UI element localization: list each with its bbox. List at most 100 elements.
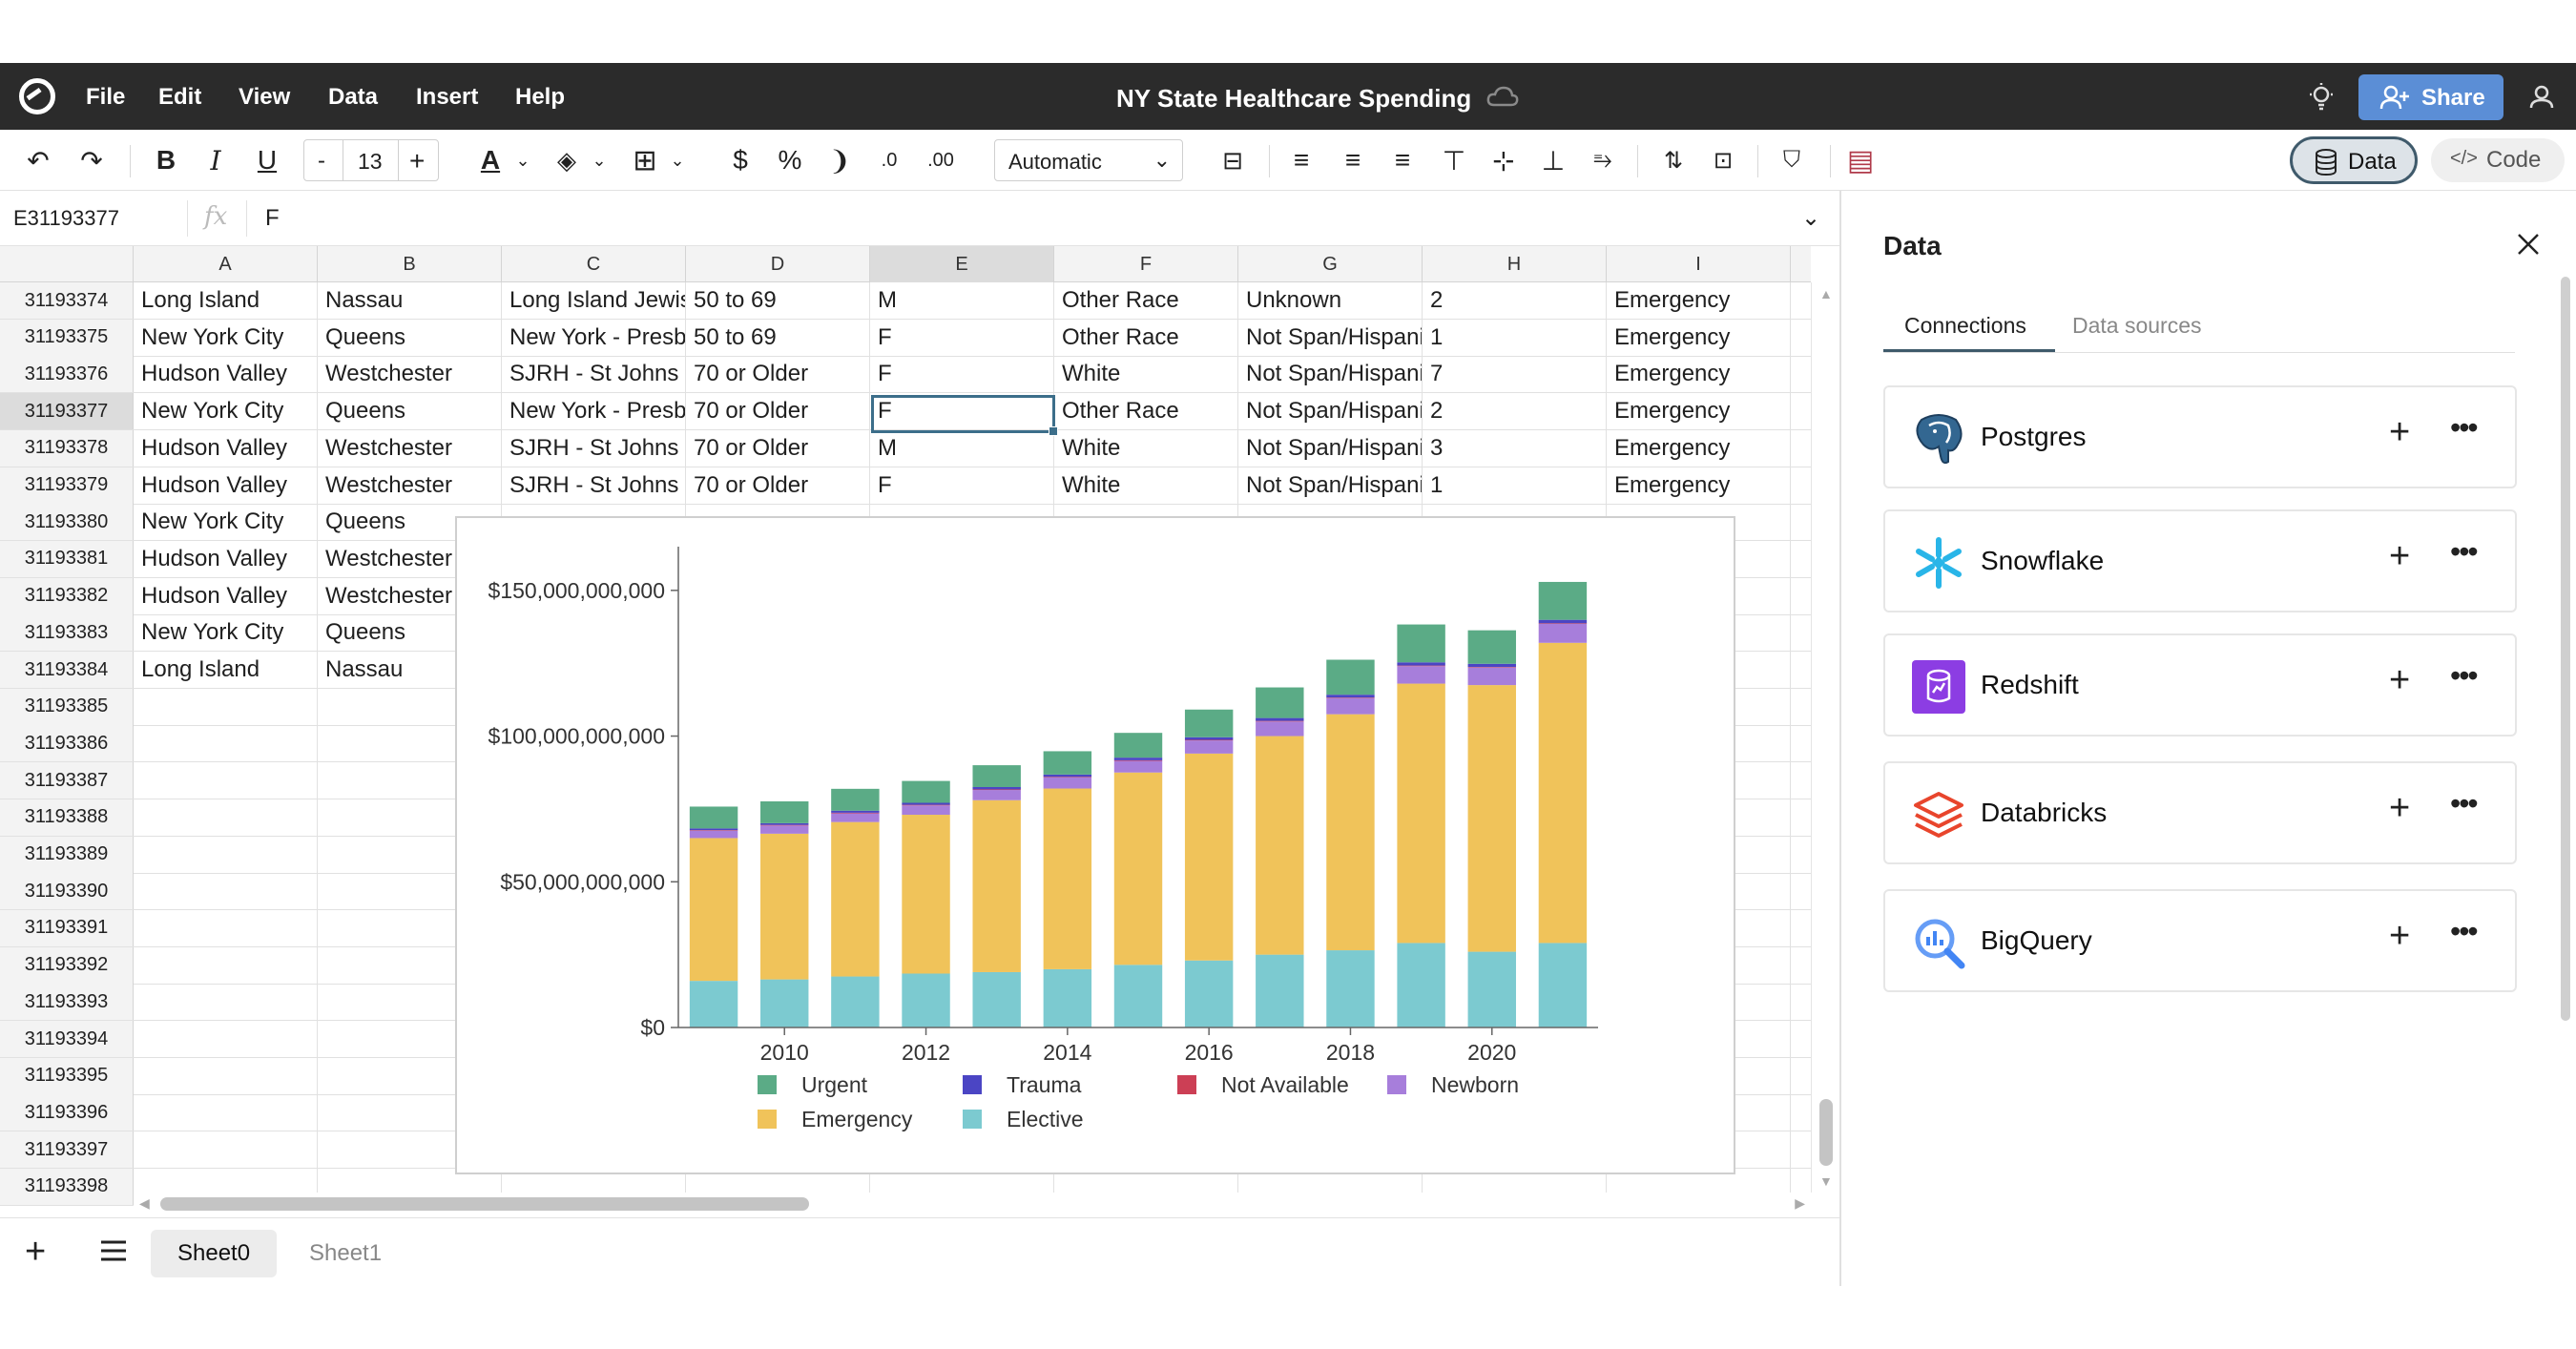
more-options-icon[interactable]: ••• [2450, 786, 2479, 820]
column-header-b[interactable]: B [318, 246, 502, 282]
expand-formula-chevron-icon[interactable]: ⌄ [1801, 205, 1821, 231]
cell[interactable]: M [870, 282, 1054, 319]
row-header[interactable]: 31193394 [0, 1021, 134, 1057]
more-options-icon[interactable]: ••• [2450, 914, 2479, 948]
menu-help[interactable]: Help [515, 84, 566, 110]
bold-icon[interactable]: B [156, 145, 177, 175]
cell[interactable] [1607, 762, 1791, 799]
cell[interactable]: Westchester [318, 356, 502, 393]
cell[interactable]: Other Race [1054, 319, 1238, 356]
cell[interactable]: Westchester [318, 429, 502, 467]
cell[interactable] [1607, 909, 1791, 946]
cell[interactable] [134, 836, 318, 873]
cell[interactable]: New York City [134, 393, 318, 430]
code-panel-toggle[interactable]: </> Code [2431, 138, 2565, 182]
vertical-scrollbar[interactable]: ▲ ▼ [1811, 282, 1839, 1193]
column-header-g[interactable]: G [1238, 246, 1423, 282]
cell[interactable]: 70 or Older [686, 429, 870, 467]
row-header[interactable]: 31193389 [0, 836, 134, 873]
add-sheet-icon[interactable]: + [25, 1232, 47, 1272]
sheet-tab-sheet1[interactable]: Sheet1 [309, 1240, 383, 1266]
row-header[interactable]: 31193396 [0, 1094, 134, 1131]
cell[interactable] [318, 1168, 502, 1205]
font-size-decrease-button[interactable]: - [318, 148, 325, 174]
align-left-icon[interactable]: ≡ [1293, 145, 1310, 175]
tab-data-sources[interactable]: Data sources [2072, 313, 2202, 338]
cell[interactable]: 7 [1423, 356, 1607, 393]
cell[interactable] [1607, 873, 1791, 910]
cell[interactable] [1607, 984, 1791, 1021]
scroll-left-arrow-icon[interactable]: ◀ [139, 1195, 150, 1211]
menu-data[interactable]: Data [328, 84, 379, 110]
cell[interactable] [1054, 1168, 1238, 1205]
more-options-icon[interactable]: ••• [2450, 410, 2479, 445]
text-wrap-icon[interactable]: ⥱ [1593, 147, 1612, 173]
connection-card-bigquery[interactable]: BigQuery + ••• [1883, 889, 2517, 992]
currency-format-icon[interactable]: $ [733, 145, 748, 175]
add-connection-icon[interactable]: + [2389, 660, 2411, 700]
cell[interactable]: White [1054, 429, 1238, 467]
cell[interactable]: M [870, 429, 1054, 467]
stacked-bar-chart[interactable]: $0 $50,000,000,000 $100,000,000,000 $150,00… [455, 516, 1735, 1174]
row-header[interactable]: 31193382 [0, 577, 134, 614]
cell[interactable]: 2 [1423, 393, 1607, 430]
cell[interactable]: 70 or Older [686, 356, 870, 393]
borders-chevron-icon[interactable]: ⌄ [670, 150, 685, 170]
close-icon[interactable] [2513, 229, 2544, 259]
column-header-h[interactable]: H [1423, 246, 1607, 282]
cell[interactable]: Hudson Valley [134, 540, 318, 577]
row-header[interactable]: 31193397 [0, 1131, 134, 1169]
decrease-decimal-icon[interactable]: .0 [881, 149, 898, 171]
borders-icon[interactable]: ⊞ [633, 144, 657, 176]
row-header[interactable]: 31193391 [0, 909, 134, 946]
cell[interactable] [134, 799, 318, 836]
undo-icon[interactable]: ↶ [27, 145, 50, 176]
cell[interactable]: 70 or Older [686, 393, 870, 430]
italic-icon[interactable]: I [210, 144, 221, 176]
theme-toggle-icon[interactable] [2307, 82, 2336, 111]
column-header-d[interactable]: D [686, 246, 870, 282]
cell[interactable]: Queens [318, 393, 502, 430]
cell[interactable]: Unknown [1238, 282, 1423, 319]
vertical-scroll-thumb[interactable] [1819, 1099, 1833, 1166]
merge-cells-icon[interactable]: ⊟ [1222, 145, 1243, 175]
cell[interactable]: New York - Presbyterian [502, 319, 686, 356]
cell[interactable] [1607, 540, 1791, 577]
cell[interactable]: Other Race [1054, 282, 1238, 319]
cell[interactable]: Hudson Valley [134, 467, 318, 504]
more-options-icon[interactable]: ••• [2450, 658, 2479, 693]
cell[interactable] [134, 725, 318, 762]
comma-format-icon[interactable]: ❩ [828, 145, 851, 176]
align-top-icon[interactable]: ⊤ [1442, 145, 1466, 176]
cell[interactable]: 50 to 69 [686, 282, 870, 319]
column-header-e[interactable]: E [870, 246, 1054, 282]
cell[interactable]: Not Span/Hispanic [1238, 319, 1423, 356]
cell[interactable]: F [870, 467, 1054, 504]
add-connection-icon[interactable]: + [2389, 788, 2411, 828]
percent-format-icon[interactable]: % [778, 145, 802, 175]
cell[interactable]: White [1054, 356, 1238, 393]
column-header-c[interactable]: C [502, 246, 686, 282]
cell[interactable]: SJRH - St Johns Division [502, 429, 686, 467]
cell[interactable]: Emergency [1607, 429, 1791, 467]
cell[interactable] [134, 1021, 318, 1057]
data-panel-toggle[interactable]: Data [2290, 136, 2418, 184]
conditional-format-icon[interactable]: ⛉ [1783, 147, 1800, 173]
cell[interactable]: Nassau [318, 282, 502, 319]
text-color-icon[interactable]: A [480, 145, 501, 175]
menu-file[interactable]: File [86, 84, 126, 110]
cell[interactable]: Queens [318, 319, 502, 356]
font-size-increase-button[interactable]: + [409, 146, 426, 176]
cell[interactable]: F [870, 356, 1054, 393]
cell[interactable]: 50 to 69 [686, 319, 870, 356]
align-right-icon[interactable]: ≡ [1394, 145, 1411, 175]
row-header[interactable]: 31193385 [0, 688, 134, 725]
column-header-f[interactable]: F [1054, 246, 1238, 282]
cell[interactable] [1238, 1168, 1423, 1205]
cell[interactable] [134, 1057, 318, 1094]
cell[interactable] [686, 1168, 870, 1205]
share-button[interactable]: Share [2358, 74, 2503, 120]
add-connection-icon[interactable]: + [2389, 536, 2411, 576]
add-connection-icon[interactable]: + [2389, 916, 2411, 956]
horizontal-scroll-thumb[interactable] [160, 1197, 809, 1211]
